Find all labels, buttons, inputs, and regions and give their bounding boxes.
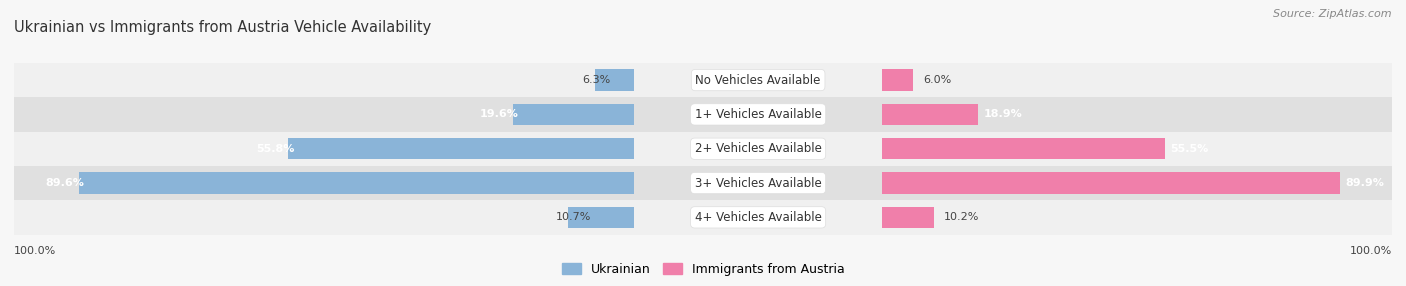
- Text: 6.3%: 6.3%: [582, 75, 610, 85]
- Text: No Vehicles Available: No Vehicles Available: [696, 74, 821, 87]
- Bar: [0, 200, 1406, 235]
- Text: 10.7%: 10.7%: [555, 212, 591, 222]
- Bar: [595, 69, 634, 91]
- Bar: [0, 166, 1406, 200]
- Bar: [0, 63, 1406, 97]
- Bar: [0, 97, 1406, 132]
- Bar: [882, 69, 912, 91]
- Bar: [0, 132, 1406, 166]
- Text: 3+ Vehicles Available: 3+ Vehicles Available: [695, 176, 821, 190]
- Bar: [0, 132, 1406, 166]
- Bar: [0, 166, 1406, 200]
- Bar: [0, 63, 1406, 97]
- Text: 55.8%: 55.8%: [256, 144, 294, 154]
- Bar: [288, 138, 634, 159]
- Legend: Ukrainian, Immigrants from Austria: Ukrainian, Immigrants from Austria: [558, 259, 848, 280]
- Text: Ukrainian vs Immigrants from Austria Vehicle Availability: Ukrainian vs Immigrants from Austria Veh…: [14, 20, 432, 35]
- Bar: [0, 166, 1406, 200]
- Bar: [0, 63, 1406, 97]
- Text: 1+ Vehicles Available: 1+ Vehicles Available: [695, 108, 821, 121]
- Text: 100.0%: 100.0%: [1350, 246, 1392, 256]
- Text: 18.9%: 18.9%: [984, 110, 1022, 119]
- Bar: [0, 97, 1406, 132]
- Bar: [0, 200, 1406, 235]
- Bar: [882, 138, 1166, 159]
- Bar: [882, 172, 1340, 194]
- Bar: [882, 104, 979, 125]
- Text: 100.0%: 100.0%: [14, 246, 56, 256]
- Bar: [882, 207, 934, 228]
- Bar: [568, 207, 634, 228]
- Bar: [513, 104, 634, 125]
- Text: 6.0%: 6.0%: [922, 75, 952, 85]
- Text: 19.6%: 19.6%: [479, 110, 519, 119]
- Text: 89.9%: 89.9%: [1346, 178, 1385, 188]
- Text: 2+ Vehicles Available: 2+ Vehicles Available: [695, 142, 821, 155]
- Text: Source: ZipAtlas.com: Source: ZipAtlas.com: [1274, 9, 1392, 19]
- Text: 55.5%: 55.5%: [1170, 144, 1208, 154]
- Bar: [0, 200, 1406, 235]
- Text: 89.6%: 89.6%: [46, 178, 84, 188]
- Text: 4+ Vehicles Available: 4+ Vehicles Available: [695, 211, 821, 224]
- Text: 10.2%: 10.2%: [945, 212, 980, 222]
- Bar: [0, 132, 1406, 166]
- Bar: [79, 172, 634, 194]
- Bar: [0, 97, 1406, 132]
